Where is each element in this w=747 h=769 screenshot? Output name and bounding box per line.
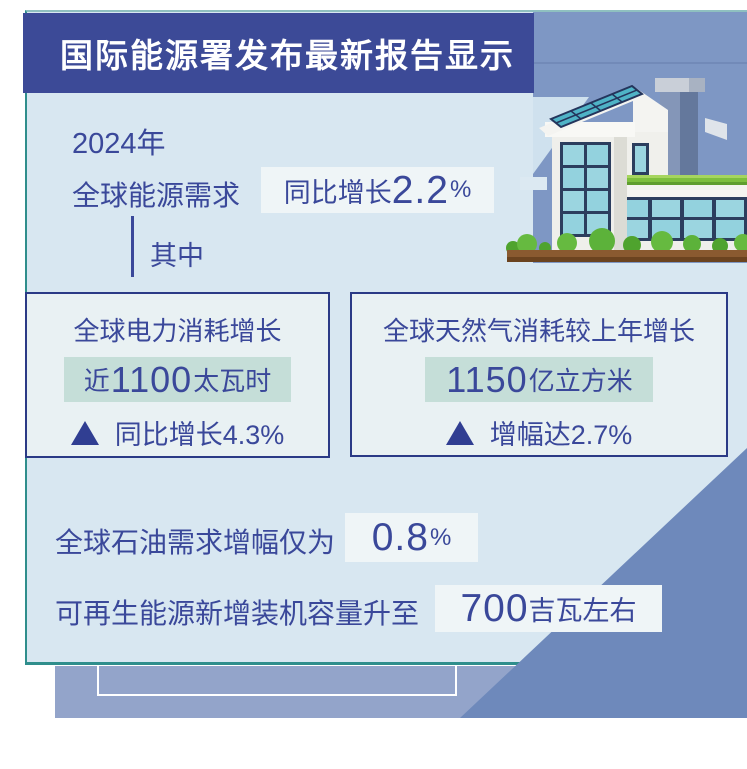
solar-roof-icon (539, 84, 645, 136)
light-bar-shape (520, 177, 547, 190)
up-triangle-icon (445, 420, 474, 445)
energy-demand-label: 全球能源需求 (72, 180, 241, 211)
roof-ribbon-shape (705, 118, 727, 140)
growth-prefix: 同比增长 (283, 177, 392, 208)
electricity-card-title: 全球电力消耗增长 (73, 316, 282, 346)
backdrop-seam-line (533, 62, 747, 64)
electricity-delta-text: 同比增长4.3% (114, 420, 285, 450)
growth-value: 2.2 (391, 168, 449, 212)
gas-card-title: 全球天然气消耗较上年增长 (382, 316, 695, 346)
oil-demand-value-box: 0.8 % (345, 513, 478, 562)
electricity-delta-row: 同比增长4.3% (70, 413, 285, 452)
electricity-card: 全球电力消耗增长 近 1100 太瓦时 同比增长4.3% (25, 292, 330, 458)
electricity-value-unit: 太瓦时 (193, 366, 272, 396)
electricity-value-pill: 近 1100 太瓦时 (63, 357, 292, 402)
gas-value-pill: 1150 亿立方米 (425, 357, 653, 402)
bottom-band-outline (97, 666, 457, 696)
renewables-number: 700 (460, 587, 529, 630)
year-label: 2024年 (72, 128, 166, 160)
header-banner: 国际能源署发布最新报告显示 (23, 13, 534, 93)
connector-label: 其中 (150, 241, 204, 271)
renewables-value-box: 700 吉瓦左右 (435, 585, 662, 632)
entrance-icon (622, 132, 668, 175)
right-wing-icon (609, 175, 747, 250)
left-tower-icon (545, 122, 635, 250)
gas-card: 全球天然气消耗较上年增长 1150 亿立方米 增幅达2.7% (350, 292, 728, 457)
ground-strip-icon (507, 250, 747, 262)
oil-demand-number: 0.8 (371, 516, 429, 559)
gas-delta-text: 增幅达2.7% (489, 420, 633, 450)
page-title: 国际能源署发布最新报告显示 (60, 37, 515, 74)
diagonal-backdrop-shape (460, 448, 747, 718)
gas-value-number: 1150 (446, 358, 528, 400)
solar-eco-building-icon (506, 12, 747, 263)
growth-unit: % (449, 176, 472, 203)
oil-demand-label: 全球石油需求增幅仅为 (55, 527, 336, 558)
gas-value-unit: 亿立方米 (528, 366, 633, 396)
oil-demand-unit: % (429, 523, 452, 551)
connector-line (131, 216, 134, 277)
growth-highlight-box: 同比增长 2.2 % (261, 167, 494, 213)
electricity-value-number: 1100 (110, 358, 193, 400)
up-triangle-icon (70, 420, 99, 445)
gable-shape (633, 86, 668, 132)
renewables-unit: 吉瓦左右 (528, 596, 637, 626)
renewables-label: 可再生能源新增装机容量升至 (55, 598, 420, 629)
electricity-value-prefix: 近 (83, 366, 110, 396)
gas-delta-row: 增幅达2.7% (445, 413, 633, 452)
